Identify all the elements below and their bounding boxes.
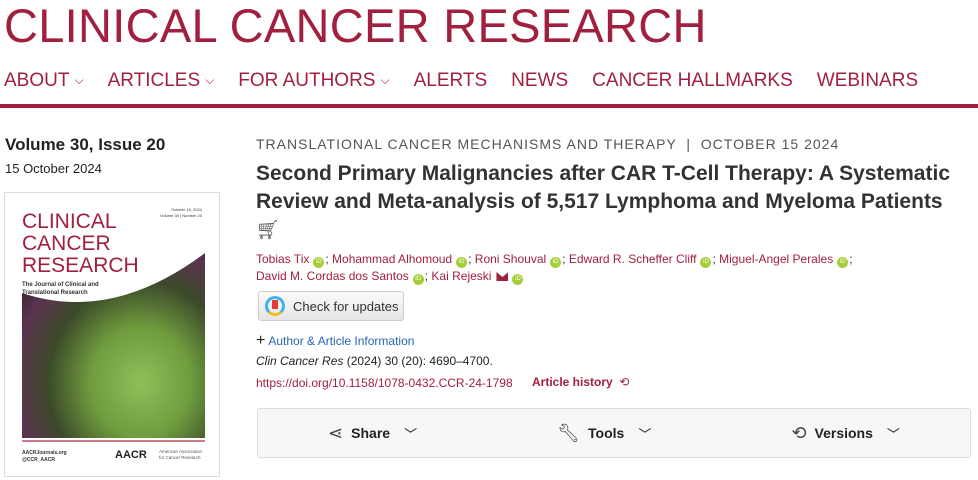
nav-label: FOR AUTHORS xyxy=(238,70,376,91)
versions-button[interactable]: ⟲ Versions ﹀ xyxy=(791,423,899,444)
nav-label: WEBINARS xyxy=(816,70,919,91)
author-link[interactable]: Tobias Tix xyxy=(256,252,310,266)
nav-label: ARTICLES xyxy=(107,70,201,91)
nav-item-about[interactable]: ABOUT ⌵ xyxy=(4,70,84,92)
author-link[interactable]: David M. Cordas dos Santos xyxy=(256,269,409,283)
cover-date: October 15, 2024 Volume 30 | Number 20 xyxy=(160,207,202,218)
chevron-down-icon: ⌵ xyxy=(74,73,84,87)
chevron-down-icon: ⌵ xyxy=(380,73,390,87)
orcid-icon[interactable]: iD xyxy=(456,257,468,268)
separator: ; xyxy=(562,252,569,266)
nav-label: ABOUT xyxy=(4,70,70,91)
issue-cover-image[interactable]: CLINICAL CANCER RESEARCH October 15, 202… xyxy=(4,192,220,477)
nav-item-for-authors[interactable]: FOR AUTHORS ⌵ xyxy=(238,70,389,92)
history-icon: ⟲ xyxy=(791,422,807,443)
separator: ; xyxy=(712,252,720,266)
author-list: Tobias Tix iD; Mohammad Alhomoud iD; Roni … xyxy=(256,251,956,285)
journal-masthead[interactable]: CLINICAL CANCER RESEARCH xyxy=(4,0,707,52)
check-for-updates-button[interactable]: Check for updates xyxy=(258,291,404,321)
nav-item-news[interactable]: NEWS xyxy=(511,70,568,92)
author-link[interactable]: Kai Rejeski xyxy=(431,269,492,283)
author-link[interactable]: Roni Shouval xyxy=(474,252,547,266)
chevron-down-icon: ﹀ xyxy=(404,426,418,442)
chevron-down-icon: ﹀ xyxy=(886,426,900,442)
chevron-down-icon: ⌵ xyxy=(205,73,215,87)
nav-label: NEWS xyxy=(511,70,569,91)
tools-button[interactable]: 🔧︎ Tools ﹀ xyxy=(557,423,651,444)
separator: ; xyxy=(325,252,333,266)
doi-link[interactable]: https://doi.org/10.1158/1078-0432.CCR-24… xyxy=(256,376,513,390)
title-text: Second Primary Malignancies after CAR T-… xyxy=(256,162,950,213)
separator: ; xyxy=(424,269,432,283)
cover-bar xyxy=(22,440,205,442)
article-title: Second Primary Malignancies after CAR T-… xyxy=(256,160,971,245)
orcid-icon[interactable]: iD xyxy=(700,257,712,268)
nav-label: CANCER HALLMARKS xyxy=(592,70,793,91)
history-label: Article history xyxy=(532,375,613,389)
citation-details: (2024) 30 (20): 4690–4700. xyxy=(343,354,493,368)
article-history-button[interactable]: Article history ⟲ xyxy=(532,375,629,389)
nav-item-cancer-hallmarks[interactable]: CANCER HALLMARKS xyxy=(592,70,793,92)
nav-item-articles[interactable]: ARTICLES ⌵ xyxy=(108,70,215,92)
orcid-icon[interactable]: iD xyxy=(550,257,562,268)
issue-volume[interactable]: Volume 30, Issue 20 xyxy=(5,135,166,154)
plus-icon: + xyxy=(256,332,266,349)
author-link[interactable]: Miguel-Angel Perales xyxy=(719,252,834,266)
nav-item-alerts[interactable]: ALERTS xyxy=(414,70,488,92)
share-label: Share xyxy=(351,425,391,441)
author-link[interactable]: Edward R. Scheffer Cliff xyxy=(568,252,697,266)
chevron-down-icon: ﹀ xyxy=(638,426,652,442)
aacr-logo: AACR xyxy=(115,449,147,461)
share-icon: ⋖ xyxy=(328,422,344,443)
orcid-icon[interactable]: iD xyxy=(313,257,325,268)
category-link[interactable]: TRANSLATIONAL CANCER MECHANISMS AND THER… xyxy=(256,136,677,152)
orcid-icon[interactable]: iD xyxy=(412,274,424,285)
main-nav: ABOUT ⌵ ARTICLES ⌵ FOR AUTHORS ⌵ ALERTS NEWS CAN… xyxy=(4,70,942,92)
issue-date: 15 October 2024 xyxy=(5,161,102,176)
info-label: Author & Article Information xyxy=(268,334,415,348)
article-category: TRANSLATIONAL CANCER MECHANISMS AND THER… xyxy=(256,136,840,152)
separator: ; xyxy=(849,252,853,266)
nav-label: ALERTS xyxy=(413,70,488,91)
email-icon[interactable] xyxy=(496,272,509,281)
aacr-name: American Association for Cancer Research xyxy=(159,449,203,460)
crossmark-icon xyxy=(265,296,285,316)
versions-label: Versions xyxy=(814,425,873,441)
wrench-icon: 🔧︎ xyxy=(557,422,581,443)
separator: ; xyxy=(468,252,475,266)
divider xyxy=(0,104,978,108)
author-link[interactable]: Mohammad Alhomoud xyxy=(332,252,453,266)
cover-subtitle: The Journal of Clinical and Translationa… xyxy=(22,282,99,296)
article-date: OCTOBER 15 2024 xyxy=(700,136,840,152)
history-clock-icon: ⟲ xyxy=(619,375,630,389)
citation: Clin Cancer Res (2024) 30 (20): 4690–470… xyxy=(256,354,493,368)
tools-label: Tools xyxy=(588,425,625,441)
nav-item-webinars[interactable]: WEBINARS xyxy=(817,70,918,92)
check-label: Check for updates xyxy=(293,298,399,314)
cover-title: CLINICAL CANCER RESEARCH xyxy=(22,210,139,277)
article-toolbar: ⋖ Share ﹀ 🔧︎ Tools ﹀ ⟲ Versions ﹀ xyxy=(257,408,971,458)
journal-abbrev: Clin Cancer Res xyxy=(256,354,344,368)
cart-icon[interactable]: 🛒︎ xyxy=(256,220,281,241)
orcid-icon[interactable]: iD xyxy=(512,274,524,285)
orcid-icon[interactable]: iD xyxy=(837,257,849,268)
share-button[interactable]: ⋖ Share ﹀ xyxy=(328,423,417,444)
author-article-info-toggle[interactable]: + Author & Article Information xyxy=(256,332,414,350)
cover-footer: AACRJournals.org @CCR_AACR xyxy=(22,450,67,463)
